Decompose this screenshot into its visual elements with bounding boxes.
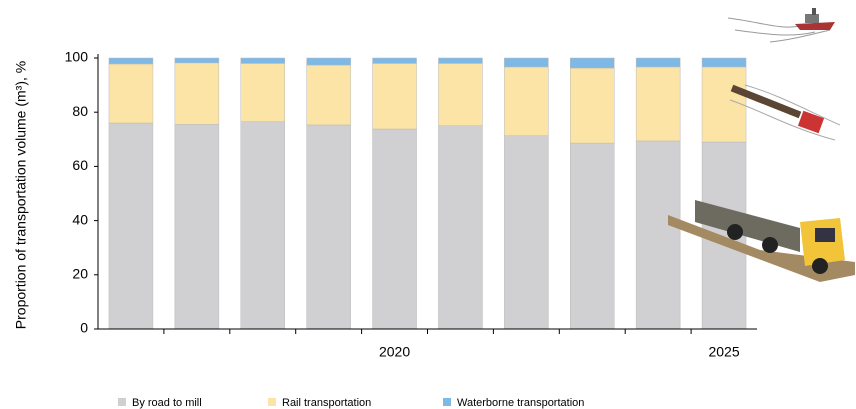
plot-area	[108, 57, 747, 330]
bar-segment	[570, 142, 615, 330]
bar-segment	[174, 57, 220, 64]
bar-segment	[240, 63, 285, 122]
bar-segment	[635, 57, 681, 68]
bar-segment	[306, 57, 351, 66]
bar-segment	[438, 57, 483, 64]
bar-segment	[570, 67, 615, 144]
bar-segment	[438, 63, 483, 126]
bar-segment	[108, 122, 154, 330]
bar-segment	[174, 124, 220, 330]
bar-segment	[108, 63, 154, 124]
bar-segment	[570, 57, 615, 69]
bar-segment	[240, 57, 285, 64]
legend-label: By road to mill	[132, 397, 202, 409]
legend-swatch	[268, 398, 276, 406]
bar-segment	[306, 124, 351, 330]
legend-swatch	[118, 398, 126, 406]
y-tick-label: 60	[72, 157, 88, 173]
y-axis-title: Proportion of transportation volume (m³)…	[13, 61, 29, 329]
x-tick-label: 2020	[379, 344, 410, 360]
bar-segment	[306, 64, 351, 126]
legend-label: Waterborne transportation	[457, 397, 584, 409]
bar-segment	[372, 63, 417, 130]
bar-segment	[174, 62, 220, 125]
bar-segment	[504, 57, 549, 68]
bar-segment	[635, 140, 681, 330]
bar-segment	[635, 66, 681, 142]
bar-segment	[108, 57, 154, 65]
bar-segment	[372, 57, 417, 64]
bar-segment	[438, 125, 483, 330]
y-tick-label: 20	[72, 266, 88, 282]
y-tick-label: 100	[65, 49, 89, 65]
bar-segment	[372, 128, 417, 330]
bar-segment	[504, 135, 549, 330]
bar-segment	[240, 121, 285, 330]
train-illustration	[729, 84, 841, 141]
bar-segment	[504, 66, 549, 137]
truck-illustration	[668, 200, 855, 282]
bar-segment	[701, 66, 747, 143]
bar-segment	[701, 57, 747, 68]
legend-swatch	[443, 398, 451, 406]
y-tick-label: 40	[72, 211, 88, 227]
x-tick-label: 2025	[708, 344, 739, 360]
legend-label: Rail transportation	[282, 397, 371, 409]
y-tick-label: 0	[80, 320, 88, 336]
y-tick-label: 80	[72, 103, 88, 119]
ship-illustration	[727, 8, 835, 43]
